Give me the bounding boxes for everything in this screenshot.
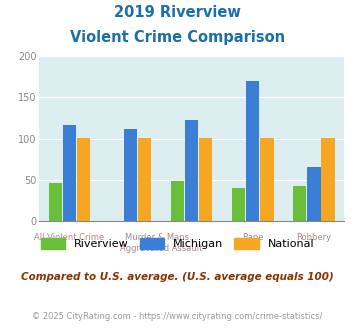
Text: Compared to U.S. average. (U.S. average equals 100): Compared to U.S. average. (U.S. average …	[21, 272, 334, 282]
Bar	[260, 138, 273, 221]
Bar	[293, 185, 306, 221]
Bar	[124, 129, 137, 221]
Bar	[246, 81, 260, 221]
Bar	[307, 167, 321, 221]
Text: Violent Crime Comparison: Violent Crime Comparison	[70, 30, 285, 45]
Bar	[171, 181, 184, 221]
Bar	[63, 125, 76, 221]
Text: Rape: Rape	[242, 233, 263, 242]
Text: Murder & Mans...: Murder & Mans...	[125, 233, 197, 242]
Text: Aggravated Assault: Aggravated Assault	[120, 244, 202, 253]
Bar	[232, 188, 245, 221]
Text: 2019 Riverview: 2019 Riverview	[114, 5, 241, 20]
Bar	[138, 138, 151, 221]
Bar	[199, 138, 212, 221]
Text: © 2025 CityRating.com - https://www.cityrating.com/crime-statistics/: © 2025 CityRating.com - https://www.city…	[32, 312, 323, 321]
Bar	[185, 119, 198, 221]
Bar	[77, 138, 90, 221]
Legend: Riverview, Michigan, National: Riverview, Michigan, National	[40, 238, 315, 249]
Bar	[321, 138, 334, 221]
Bar	[49, 183, 62, 221]
Text: Robbery: Robbery	[296, 233, 331, 242]
Text: All Violent Crime: All Violent Crime	[34, 233, 105, 242]
